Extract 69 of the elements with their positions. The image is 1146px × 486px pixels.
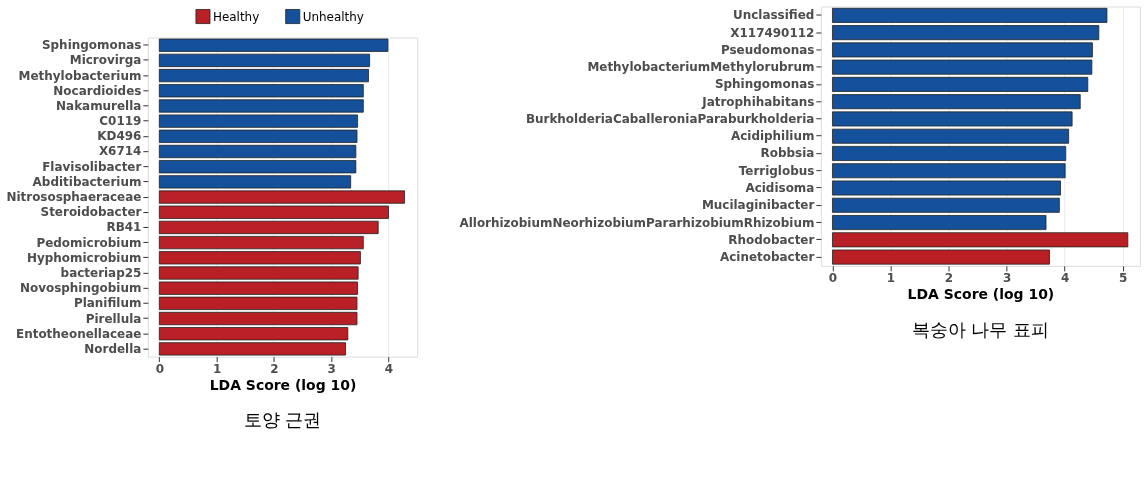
bar — [158, 220, 379, 235]
y-tick-label: Mucilaginibacter — [701, 198, 815, 213]
y-tick-label: Abditibacterium — [32, 174, 142, 189]
legend-label: Unhealthy — [302, 9, 364, 24]
x-axis-title: LDA Score (log 10) — [209, 377, 357, 394]
y-tick-label: Nakamurella — [56, 98, 142, 113]
y-tick-label: Flavisolibacter — [42, 159, 142, 174]
y-tick-label: Steroidobacter — [40, 205, 142, 220]
y-tick-label: C0119 — [99, 114, 142, 129]
y-tick-label: Hyphomicrobium — [26, 250, 142, 265]
y-tick-label: bacteriap25 — [60, 265, 142, 280]
y-tick-label: Acidisoma — [745, 181, 815, 195]
y-tick-label: Nocardioides — [53, 83, 142, 98]
bar — [158, 68, 369, 83]
bar — [832, 25, 1100, 41]
bar — [832, 215, 1047, 231]
y-tick-label: AllorhizobiumNeorhizobiumPararhizobiumRhizobium — [459, 215, 815, 230]
y-tick-label: Terriglobus — [738, 163, 815, 178]
bar — [832, 180, 1061, 196]
text: 토양 근권 — [243, 409, 322, 431]
x-tick-label: 2 — [270, 362, 279, 377]
y-tick-label: Microvirga — [69, 53, 142, 68]
y-tick-label: Entotheonellaceae — [15, 326, 142, 341]
bar — [158, 38, 389, 52]
y-tick-label: Rhodobacter — [728, 232, 815, 247]
y-tick-label: RB41 — [106, 220, 142, 235]
y-tick-label: Nitrososphaeraceae — [6, 190, 142, 205]
y-tick-label: KD496 — [97, 129, 142, 144]
y-tick-label: Unclassified — [733, 8, 815, 23]
y-tick-label: Sphingomonas — [41, 38, 142, 53]
bar — [158, 235, 364, 250]
x-axis-title: LDA Score (log 10) — [907, 286, 1055, 303]
x-tick-label: 2 — [944, 271, 954, 286]
y-tick-label: Methylobacterium — [18, 68, 142, 83]
x-tick-label: 3 — [1002, 271, 1012, 286]
y-tick-label: X6714 — [98, 144, 142, 159]
bar — [832, 94, 1081, 110]
x-tick-label: 5 — [1118, 271, 1128, 286]
x-tick-label: 1 — [212, 362, 222, 377]
y-tick-label: Acinetobacter — [719, 250, 815, 265]
legend-label: Healthy — [212, 9, 260, 24]
text: 복숭아 나무 표피 — [911, 318, 1050, 340]
y-tick-label: Jatrophihabitans — [701, 94, 815, 109]
bar — [832, 163, 1066, 179]
y-tick-label: Pseudomonas — [720, 42, 815, 57]
x-tick-label: 0 — [828, 271, 838, 286]
y-tick-label: X117490112 — [730, 25, 815, 40]
y-tick-label: Acidiphilium — [730, 129, 815, 144]
y-tick-label: BurkholderiaCaballeroniaParaburkholderia — [525, 111, 815, 126]
bar — [832, 146, 1067, 161]
y-tick-label: Novosphingobium — [19, 281, 142, 296]
y-tick-label: Robbsia — [760, 146, 815, 161]
x-tick-label: 0 — [155, 362, 164, 377]
bar — [158, 311, 358, 326]
x-tick-label: 4 — [384, 362, 394, 377]
y-tick-label: Nordella — [84, 341, 142, 356]
y-tick-label: Pedomicrobium — [36, 235, 142, 250]
bar — [832, 76, 1089, 92]
y-tick-label: Pirellula — [85, 311, 142, 326]
y-tick-label: MethylobacteriumMethylorubrum — [587, 60, 815, 75]
x-tick-label: 3 — [327, 362, 336, 377]
bar — [832, 197, 1060, 213]
x-tick-label: 4 — [1060, 271, 1070, 286]
y-tick-label: Planifilum — [73, 296, 142, 311]
bar — [158, 53, 370, 68]
x-tick-label: 1 — [886, 271, 896, 286]
bar — [832, 7, 1108, 23]
bar — [158, 144, 357, 159]
y-tick-label: Sphingomonas — [714, 77, 815, 92]
